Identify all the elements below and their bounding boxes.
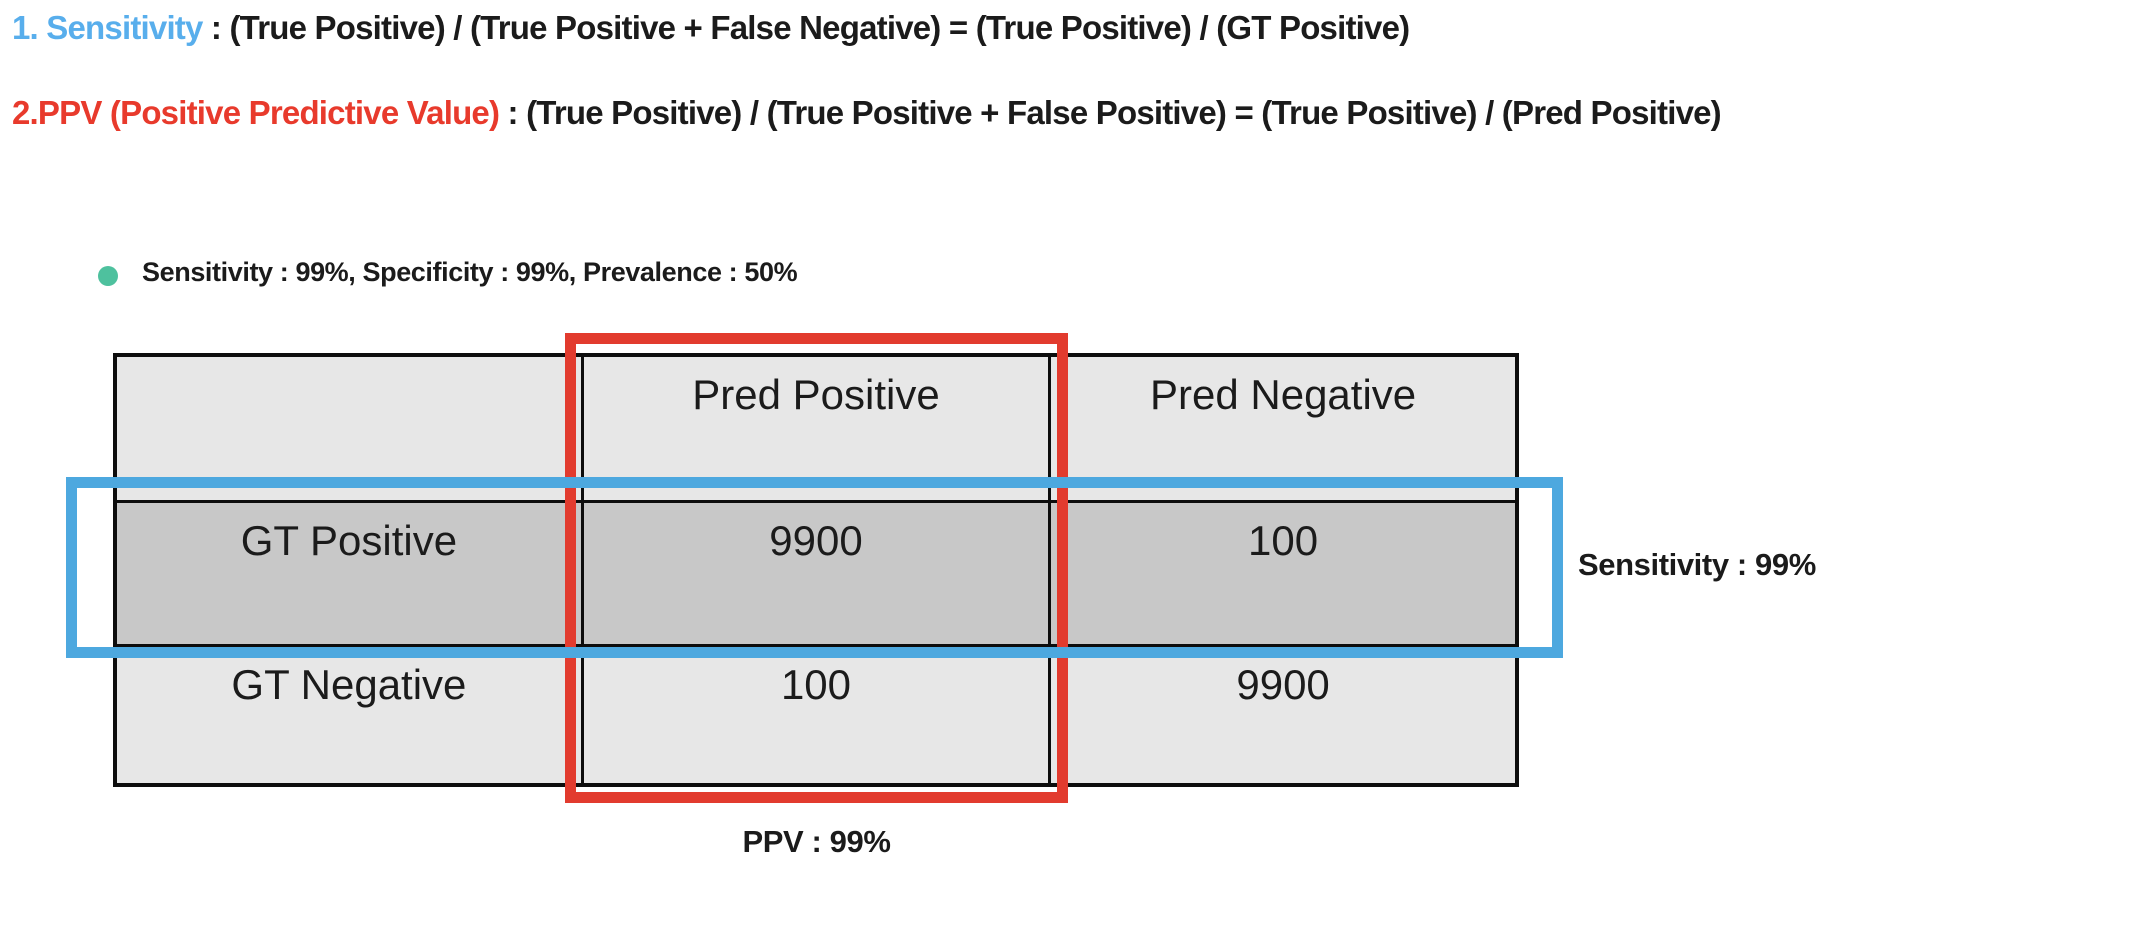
- cell-false-negative: 100: [1048, 499, 1519, 647]
- cell-true-positive: 9900: [580, 499, 1052, 647]
- row-header-gt-negative: GT Negative: [113, 643, 584, 787]
- ppv-result-label: PPV : 99%: [742, 824, 891, 859]
- scenario-bullet-text: Sensitivity : 99%, Specificity : 99%, Pr…: [142, 257, 798, 287]
- row-header-gt-positive: GT Positive: [113, 499, 584, 647]
- sensitivity-formula-body: : (True Positive) / (True Positive + Fal…: [202, 9, 1410, 46]
- ppv-formula-body: : (True Positive) / (True Positive + Fal…: [499, 94, 1722, 131]
- cell-true-negative: 9900: [1048, 643, 1519, 787]
- matrix-gt-positive-row: GT Positive 9900 100: [113, 499, 1519, 647]
- ppv-formula-line: 2.PPV (Positive Predictive Value) : (Tru…: [12, 90, 1722, 136]
- ppv-formula-label: 2.PPV (Positive Predictive Value): [12, 94, 500, 131]
- ppv-column-highlight-box: [565, 333, 1068, 803]
- matrix-gt-negative-row: GT Negative 100 9900: [113, 643, 1519, 787]
- sensitivity-result-label: Sensitivity : 99%: [1578, 547, 1816, 582]
- sensitivity-formula-line: 1. Sensitivity : (True Positive) / (True…: [12, 5, 1410, 51]
- sensitivity-row-highlight-box: [66, 477, 1563, 658]
- sensitivity-formula-label: 1. Sensitivity: [12, 9, 203, 46]
- cell-false-positive: 100: [580, 643, 1052, 787]
- bullet-dot-icon: [98, 266, 118, 286]
